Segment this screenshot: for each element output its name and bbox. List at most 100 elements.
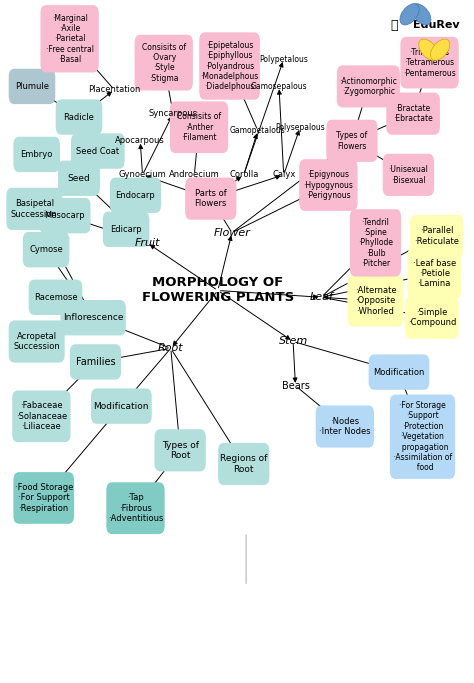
- FancyBboxPatch shape: [91, 389, 152, 424]
- Text: Root: Root: [158, 344, 183, 353]
- Text: Edicarp: Edicarp: [110, 225, 142, 234]
- FancyBboxPatch shape: [155, 429, 206, 471]
- FancyBboxPatch shape: [13, 472, 74, 524]
- Text: ·Simple
·Compound: ·Simple ·Compound: [408, 308, 456, 327]
- FancyBboxPatch shape: [56, 99, 102, 135]
- Text: Apocarpous: Apocarpous: [115, 137, 165, 145]
- Ellipse shape: [400, 3, 419, 25]
- Text: Parts of
Flowers: Parts of Flowers: [195, 189, 227, 208]
- Text: EduRev: EduRev: [413, 20, 460, 30]
- Text: Seed: Seed: [68, 173, 91, 183]
- Text: Flower: Flower: [213, 227, 250, 238]
- Text: Embryo: Embryo: [20, 150, 53, 159]
- FancyBboxPatch shape: [39, 198, 91, 234]
- Ellipse shape: [419, 39, 438, 60]
- Text: Racemose: Racemose: [34, 293, 77, 302]
- FancyBboxPatch shape: [218, 443, 269, 485]
- Text: ·Epigynous
·Hypogynous
·Perigynous: ·Epigynous ·Hypogynous ·Perigynous: [303, 170, 353, 200]
- Text: Seed Coat: Seed Coat: [76, 147, 119, 156]
- Text: Consisits of
·Anther
·Filament: Consisits of ·Anther ·Filament: [177, 112, 221, 142]
- FancyBboxPatch shape: [106, 482, 164, 534]
- FancyBboxPatch shape: [29, 279, 82, 315]
- Text: ·Food Storage
·For Support
·Respiration: ·Food Storage ·For Support ·Respiration: [15, 483, 73, 513]
- Text: Endocarp: Endocarp: [116, 191, 155, 199]
- Text: ·Trimerous
·Tetramerous
·Pentamerous: ·Trimerous ·Tetramerous ·Pentamerous: [403, 48, 456, 77]
- FancyBboxPatch shape: [337, 66, 400, 107]
- Text: ·Leaf base
·Petiole
·Lamina: ·Leaf base ·Petiole ·Lamina: [413, 259, 456, 288]
- Text: Stem: Stem: [279, 337, 308, 346]
- FancyBboxPatch shape: [199, 32, 260, 100]
- FancyBboxPatch shape: [12, 391, 71, 442]
- Text: Modification: Modification: [94, 402, 149, 410]
- Text: ·Fabaceae
·Solanaceae
·Liliaceae: ·Fabaceae ·Solanaceae ·Liliaceae: [16, 402, 67, 431]
- Text: Placentation: Placentation: [88, 85, 140, 94]
- Text: ·For Storage
·Support
·Protection
·Vegetation
  propagation
·Assimilation of
  f: ·For Storage ·Support ·Protection ·Veget…: [393, 401, 452, 473]
- Text: Consisits of
·Ovary
·Style
·Stigma: Consisits of ·Ovary ·Style ·Stigma: [142, 42, 186, 83]
- FancyBboxPatch shape: [70, 344, 121, 380]
- FancyBboxPatch shape: [299, 159, 357, 211]
- Text: ·Bractate
·Ebractate: ·Bractate ·Ebractate: [393, 104, 433, 124]
- FancyBboxPatch shape: [347, 275, 403, 326]
- FancyBboxPatch shape: [405, 296, 459, 339]
- FancyBboxPatch shape: [6, 188, 62, 230]
- Text: Corolla: Corolla: [229, 170, 258, 180]
- FancyBboxPatch shape: [386, 92, 440, 135]
- Text: Bears: Bears: [282, 380, 310, 391]
- Text: Gamosepalous: Gamosepalous: [251, 82, 307, 91]
- FancyBboxPatch shape: [401, 37, 459, 89]
- Text: Regions of
Root: Regions of Root: [220, 454, 267, 473]
- Text: ·Unisexual
·Bisexual: ·Unisexual ·Bisexual: [389, 165, 428, 184]
- Text: Modification: Modification: [374, 367, 425, 376]
- Text: Acropetal
Succession: Acropetal Succession: [13, 332, 60, 351]
- FancyBboxPatch shape: [61, 300, 126, 335]
- FancyBboxPatch shape: [316, 406, 374, 447]
- FancyBboxPatch shape: [326, 120, 378, 162]
- Text: ·Marginal
·Axile
·Parietal
·Free central
·Basal: ·Marginal ·Axile ·Parietal ·Free central…: [46, 14, 93, 64]
- FancyBboxPatch shape: [390, 395, 455, 479]
- Ellipse shape: [412, 3, 431, 25]
- Text: Calyx: Calyx: [272, 170, 295, 180]
- FancyBboxPatch shape: [110, 178, 161, 213]
- Text: 🎓: 🎓: [391, 18, 398, 31]
- Text: Basipetal
Succession: Basipetal Succession: [11, 199, 58, 219]
- Text: Types of
Flowers: Types of Flowers: [336, 131, 367, 150]
- Text: Cymose: Cymose: [29, 245, 63, 254]
- FancyBboxPatch shape: [408, 248, 461, 299]
- FancyBboxPatch shape: [71, 133, 125, 169]
- Text: Fruit: Fruit: [135, 238, 160, 248]
- Text: Polypetalous: Polypetalous: [259, 55, 308, 64]
- Text: MORPHOLOGY OF
FLOWERING PLANTS: MORPHOLOGY OF FLOWERING PLANTS: [142, 277, 294, 305]
- Text: ·Actinomorphic
·Zygomorphic: ·Actinomorphic ·Zygomorphic: [339, 76, 397, 96]
- FancyBboxPatch shape: [383, 154, 434, 196]
- FancyBboxPatch shape: [40, 5, 99, 72]
- Text: Families: Families: [76, 357, 115, 367]
- Text: ·Tendril
·Spine
·Phyllode
·Bulb
·Pitcher: ·Tendril ·Spine ·Phyllode ·Bulb ·Pitcher: [358, 218, 393, 268]
- Text: ·Tap
·Fibrous
·Adventitious: ·Tap ·Fibrous ·Adventitious: [108, 493, 163, 523]
- Text: ·Alternate
·Opposite
·Whorled: ·Alternate ·Opposite ·Whorled: [355, 285, 396, 316]
- Text: Plumule: Plumule: [15, 82, 49, 91]
- Text: Gamopetalous: Gamopetalous: [230, 126, 286, 135]
- FancyBboxPatch shape: [170, 101, 228, 153]
- FancyBboxPatch shape: [135, 35, 193, 91]
- Text: Mesocarp: Mesocarp: [45, 211, 85, 220]
- Text: Syncarpous: Syncarpous: [148, 109, 198, 118]
- Text: Polysepalous: Polysepalous: [275, 123, 325, 132]
- FancyBboxPatch shape: [23, 232, 69, 267]
- FancyBboxPatch shape: [13, 137, 60, 172]
- FancyBboxPatch shape: [9, 320, 64, 363]
- Text: Inflorescence: Inflorescence: [63, 313, 123, 322]
- Text: ·Parallel
·Reticulate: ·Parallel ·Reticulate: [414, 226, 459, 246]
- Ellipse shape: [430, 39, 450, 60]
- Text: ·Nodes
·Inter Nodes: ·Nodes ·Inter Nodes: [319, 417, 371, 436]
- Text: ·Epipetalous
·Epiphyllous
·Polyandrous
·Monadelphous
·Diadelphous: ·Epipetalous ·Epiphyllous ·Polyandrous ·…: [201, 41, 259, 92]
- FancyBboxPatch shape: [410, 215, 464, 257]
- Text: Leaf: Leaf: [310, 292, 333, 303]
- Text: Radicle: Radicle: [64, 113, 94, 122]
- Text: Types of
Root: Types of Root: [162, 441, 199, 460]
- FancyBboxPatch shape: [185, 178, 237, 220]
- FancyBboxPatch shape: [9, 69, 55, 104]
- FancyBboxPatch shape: [350, 209, 401, 277]
- Text: Gynoecium: Gynoecium: [118, 170, 166, 180]
- Text: Androecium: Androecium: [169, 170, 219, 180]
- FancyBboxPatch shape: [58, 161, 100, 196]
